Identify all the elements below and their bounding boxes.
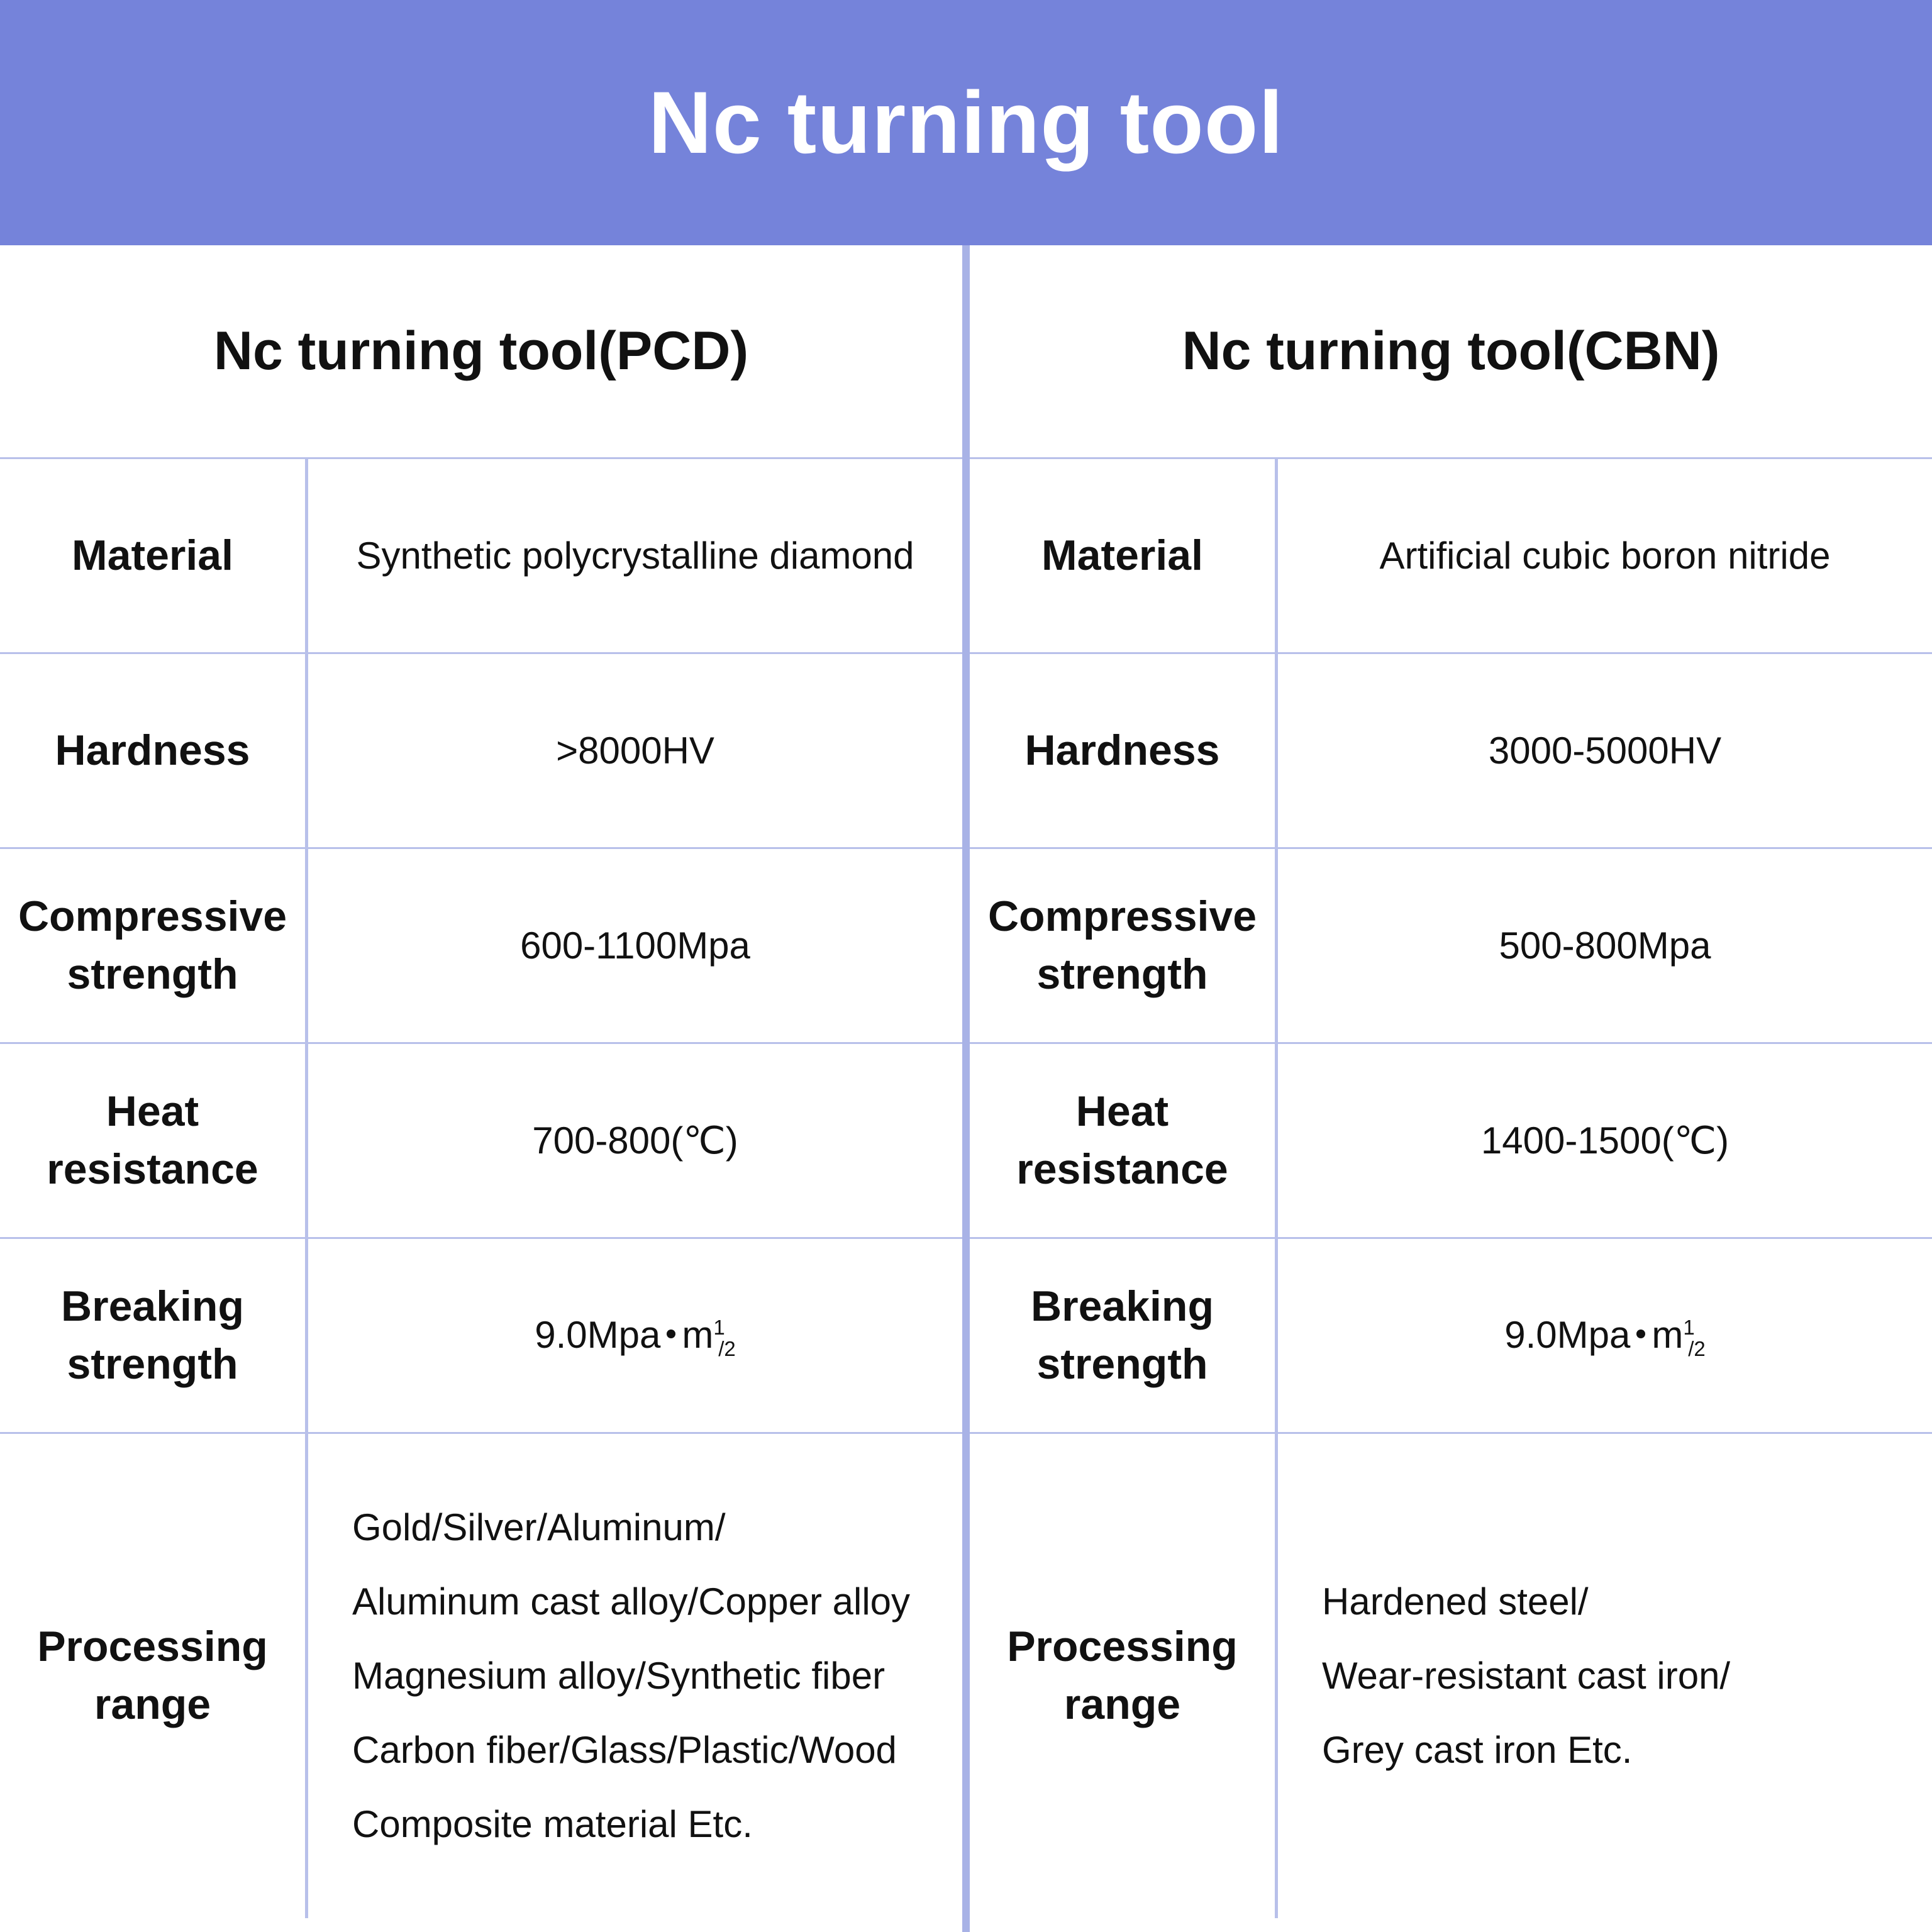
dot-icon (667, 1330, 675, 1338)
processing-line: Aluminum cast alloy/Copper alloy (352, 1574, 910, 1630)
row-label: Breaking strength (0, 1239, 305, 1432)
row-heat: Heat resistance 700-800(℃) (0, 1044, 962, 1239)
column-header-label: Nc turning tool(CBN) (1182, 320, 1719, 382)
processing-line: Grey cast iron Etc. (1322, 1722, 1730, 1779)
row-label: Heat resistance (970, 1044, 1275, 1237)
row-compressive: Compressive strength 500-800Mpa (970, 849, 1932, 1044)
cell-value: >8000HV (308, 654, 962, 847)
comparison-table: Nc turning tool(PCD) Material Synthetic … (0, 245, 1932, 1932)
row-hardness: Hardness >8000HV (0, 654, 962, 849)
processing-lines-pcd: Gold/Silver/Aluminum/ Aluminum cast allo… (352, 1499, 910, 1853)
breaking-base: 9.0Mpa (535, 1314, 660, 1356)
processing-line: Hardened steel/ (1322, 1574, 1730, 1630)
cell-value: Gold/Silver/Aluminum/ Aluminum cast allo… (308, 1434, 962, 1918)
row-material: Material Artificial cubic boron nitride (970, 459, 1932, 654)
rows-pcd: Material Synthetic polycrystalline diamo… (0, 459, 962, 1932)
processing-line: Gold/Silver/Aluminum/ (352, 1499, 910, 1556)
cell-value: 3000-5000HV (1278, 654, 1932, 847)
center-divider (962, 245, 970, 1932)
row-label: Processing range (0, 1434, 305, 1918)
processing-line: Carbon fiber/Glass/Plastic/Wood (352, 1722, 910, 1779)
row-heat: Heat resistance 1400-1500(℃) (970, 1044, 1932, 1239)
row-label: Material (970, 459, 1275, 652)
row-processing: Processing range Hardened steel/ Wear-re… (970, 1434, 1932, 1918)
processing-line: Composite material Etc. (352, 1796, 910, 1853)
row-compressive: Compressive strength 600-1100Mpa (0, 849, 962, 1044)
breaking-base: 9.0Mpa (1504, 1314, 1630, 1356)
row-label: Compressive strength (0, 849, 305, 1042)
title-banner: Nc turning tool (0, 0, 1932, 245)
row-hardness: Hardness 3000-5000HV (970, 654, 1932, 849)
row-label: Material (0, 459, 305, 652)
cell-value: 600-1100Mpa (308, 849, 962, 1042)
cell-value: 700-800(℃) (308, 1044, 962, 1237)
row-material: Material Synthetic polycrystalline diamo… (0, 459, 962, 654)
cell-value: Synthetic polycrystalline diamond (308, 459, 962, 652)
row-label: Hardness (0, 654, 305, 847)
cell-value: 9.0Mpa m1/2 (1278, 1239, 1932, 1432)
column-header-pcd: Nc turning tool(PCD) (0, 245, 962, 459)
breaking-unit-prefix: m (1652, 1314, 1683, 1356)
row-label: Breaking strength (970, 1239, 1275, 1432)
rows-cbn: Material Artificial cubic boron nitride … (970, 459, 1932, 1932)
processing-line: Magnesium alloy/Synthetic fiber (352, 1648, 910, 1704)
dot-icon (1636, 1330, 1645, 1338)
row-breaking: Breaking strength 9.0Mpa m1/2 (0, 1239, 962, 1434)
column-header-cbn: Nc turning tool(CBN) (970, 245, 1932, 459)
column-pcd: Nc turning tool(PCD) Material Synthetic … (0, 245, 962, 1932)
row-label: Hardness (970, 654, 1275, 847)
page-root: Nc turning tool Nc turning tool(PCD) Mat… (0, 0, 1932, 1932)
row-label: Processing range (970, 1434, 1275, 1918)
cell-value: 9.0Mpa m1/2 (308, 1239, 962, 1432)
cell-value: 1400-1500(℃) (1278, 1044, 1932, 1237)
row-processing: Processing range Gold/Silver/Aluminum/ A… (0, 1434, 962, 1918)
frac-num: 1 (713, 1316, 724, 1339)
row-breaking: Breaking strength 9.0Mpa m1/2 (970, 1239, 1932, 1434)
frac-num: 1 (1683, 1316, 1694, 1339)
column-cbn: Nc turning tool(CBN) Material Artificial… (970, 245, 1932, 1932)
breaking-unit-prefix: m (682, 1314, 713, 1356)
frac-den: /2 (1688, 1337, 1706, 1360)
column-header-label: Nc turning tool(PCD) (214, 320, 748, 382)
cell-value: Hardened steel/ Wear-resistant cast iron… (1278, 1434, 1932, 1918)
processing-lines-cbn: Hardened steel/ Wear-resistant cast iron… (1322, 1574, 1730, 1779)
processing-line: Wear-resistant cast iron/ (1322, 1648, 1730, 1704)
page-title: Nc turning tool (648, 72, 1284, 174)
row-label: Compressive strength (970, 849, 1275, 1042)
frac-den: /2 (718, 1337, 736, 1360)
cell-value: Artificial cubic boron nitride (1278, 459, 1932, 652)
cell-value: 500-800Mpa (1278, 849, 1932, 1042)
row-label: Heat resistance (0, 1044, 305, 1237)
